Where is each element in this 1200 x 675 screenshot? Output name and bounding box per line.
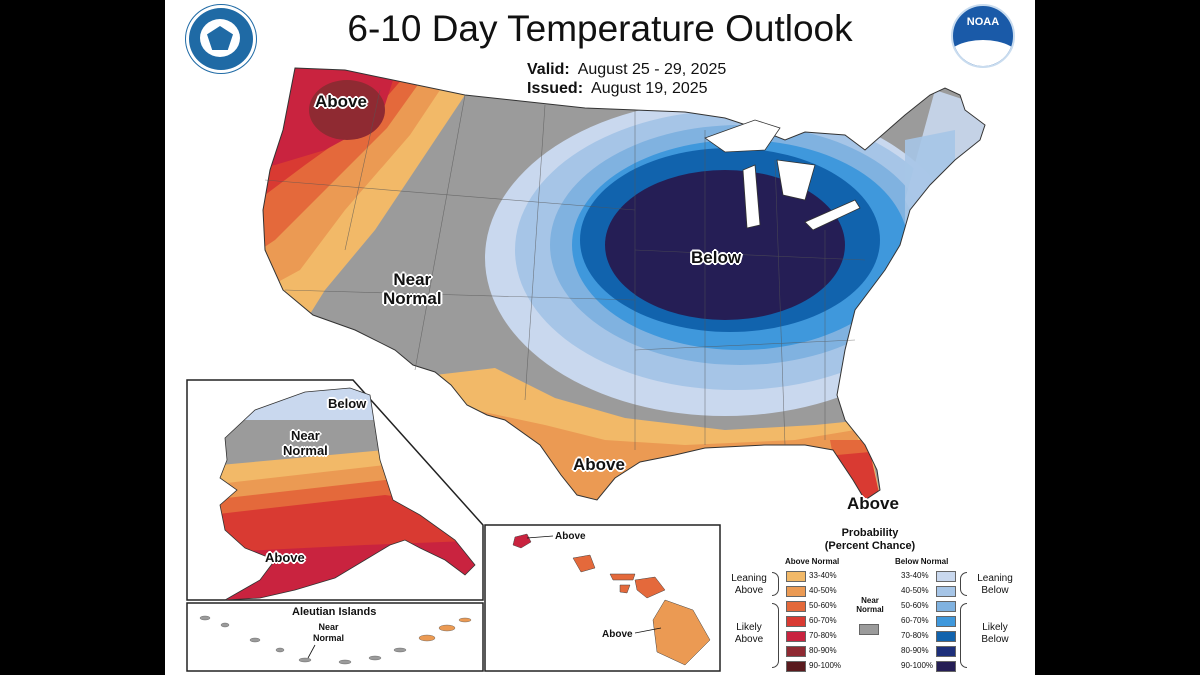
state-boundaries — [264, 89, 866, 450]
legend-below-range: 80-90% — [901, 646, 929, 655]
legend-below-swatch — [936, 586, 956, 597]
label-alaska-below: Below — [328, 396, 367, 411]
valid-label: Valid: — [527, 61, 570, 78]
legend-below-range: 90-100% — [901, 661, 934, 670]
legend-leaning-above: Leaning Above — [731, 573, 767, 596]
legend-title: Probability (Percent Chance) — [824, 527, 916, 552]
valid-dates: August 25 - 29, 2025 — [577, 61, 727, 78]
legend-below-swatch — [936, 571, 956, 582]
legend-above-swatch — [786, 661, 806, 672]
legend-below-swatch — [936, 646, 956, 657]
legend-below-swatch — [936, 661, 956, 672]
legend-below-swatch — [936, 601, 956, 612]
label-texas-above: Above — [573, 455, 625, 474]
legend-below-header: Below Normal — [895, 557, 949, 566]
legend-above-swatch — [786, 631, 806, 642]
brace-leaning-below — [960, 572, 967, 596]
legend-above-swatch — [786, 616, 806, 627]
legend-below-range: 70-80% — [901, 631, 929, 640]
label-alaska-near-normal: Near Normal — [283, 428, 328, 458]
legend-near-swatch — [859, 624, 879, 635]
lake-erie — [804, 199, 861, 231]
legend-above-range: 60-70% — [809, 616, 837, 625]
legend-below-swatch — [936, 631, 956, 642]
conus-outline — [262, 67, 986, 501]
label-near-normal: Near Normal — [383, 270, 442, 308]
label-florida-above: Above — [847, 494, 899, 513]
legend-above-range: 80-90% — [809, 646, 837, 655]
legend-above-range: 70-80% — [809, 631, 837, 640]
legend-above-swatch — [786, 646, 806, 657]
legend-above-range: 50-60% — [809, 601, 837, 610]
label-hawaii-above-top: Above — [555, 531, 586, 542]
noaa-logo-icon: NOAA — [951, 4, 1015, 68]
legend-likely-below: Likely Below — [981, 622, 1009, 645]
commerce-seal-icon — [186, 5, 256, 73]
hawaii-islands — [512, 533, 711, 666]
outlook-dates: Valid: August 25 - 29, 2025 Issued: Augu… — [527, 60, 726, 98]
issued-label: Issued: — [527, 80, 584, 97]
aleutian-title: Aleutian Islands — [292, 606, 377, 618]
legend-below-range: 33-40% — [901, 571, 929, 580]
legend-leaning-below: Leaning Below — [977, 573, 1013, 596]
legend-below-range: 50-60% — [901, 601, 929, 610]
brace-leaning-above — [772, 572, 779, 596]
legend-above-swatch — [786, 601, 806, 612]
brace-likely-above — [772, 603, 779, 668]
label-below: Below — [691, 248, 742, 267]
outlook-map — [186, 67, 986, 672]
legend-above-range: 90-100% — [809, 661, 842, 670]
label-hawaii-above-bottom: Above — [602, 629, 633, 640]
legend-above-swatch — [786, 586, 806, 597]
outlook-map-panel: 6-10 Day Temperature Outlook Valid: Augu… — [165, 0, 1035, 675]
legend-below-range: 40-50% — [901, 586, 929, 595]
page-title: 6-10 Day Temperature Outlook — [347, 8, 853, 49]
legend-near-label: Near Normal — [856, 596, 884, 614]
legend-above-header: Above Normal — [785, 557, 840, 566]
label-aleutian-near-normal: Near Normal — [313, 622, 345, 643]
label-alaska-above: Above — [265, 550, 305, 565]
legend-likely-above: Likely Above — [734, 622, 764, 645]
legend-above-swatch — [786, 571, 806, 582]
legend-above-range: 40-50% — [809, 586, 837, 595]
lake-superior — [704, 119, 781, 153]
lake-michigan — [742, 164, 761, 229]
lake-huron — [776, 159, 816, 201]
legend-below-range: 60-70% — [901, 616, 929, 625]
brace-likely-below — [960, 603, 967, 668]
legend-above-range: 33-40% — [809, 571, 837, 580]
label-northwest-above: Above — [315, 92, 367, 111]
aleutian-chain — [199, 615, 407, 665]
legend-below-swatch — [936, 616, 956, 627]
issued-date: August 19, 2025 — [591, 80, 708, 97]
